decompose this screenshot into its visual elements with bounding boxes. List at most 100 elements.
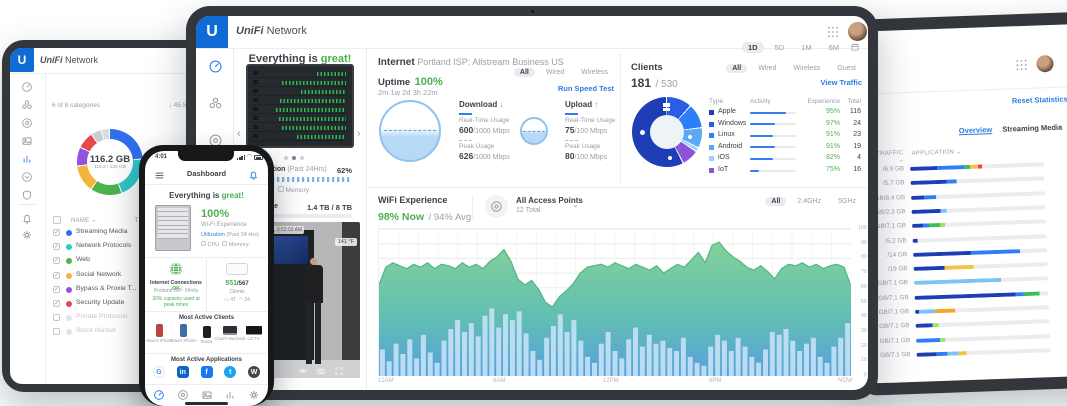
sidebar-item-flower-icon[interactable]	[21, 98, 33, 110]
app-bar-segment	[947, 351, 959, 356]
sidebar-item-gear-icon[interactable]	[21, 228, 33, 240]
col-traffic[interactable]: TRAFFIC ⌄	[876, 150, 904, 164]
nav-image-icon[interactable]	[201, 388, 213, 400]
sidebar-item-gauge-icon[interactable]	[21, 80, 33, 92]
access-point-icon	[485, 195, 508, 218]
avatar[interactable]	[1036, 54, 1054, 73]
notification-bell-icon[interactable]	[248, 168, 259, 180]
row-checkbox[interactable]: ✓	[53, 300, 60, 307]
select-all-checkbox[interactable]	[53, 216, 61, 224]
nav-gear-icon[interactable]	[248, 388, 260, 400]
sidebar-item-flower-icon[interactable]	[208, 96, 223, 111]
app-title-rest: Network	[65, 55, 99, 65]
internet-tab-all[interactable]: All	[513, 68, 535, 77]
camera-icon[interactable]	[316, 363, 326, 375]
clients-tab-all[interactable]: All	[726, 64, 748, 73]
sidebar-item-arrow-circle-icon[interactable]	[21, 170, 33, 182]
sidebar-item-target-icon[interactable]	[21, 116, 33, 128]
nav-gauge-icon[interactable]	[153, 388, 165, 400]
carousel-next-button[interactable]: ›	[357, 128, 361, 140]
internet-tab-wired[interactable]: Wired	[545, 69, 565, 76]
active-client-item[interactable]: Chad's iPhone	[169, 324, 197, 350]
col-name[interactable]: NAME	[70, 217, 90, 224]
wifi-tab-5ghz[interactable]: 5GHz	[838, 198, 856, 205]
time-tab-1d[interactable]: 1D	[741, 42, 764, 53]
nav-target-icon[interactable]	[177, 388, 189, 400]
carousel-dot[interactable]	[292, 156, 296, 160]
chevron-down-icon[interactable]: ⌄	[572, 200, 579, 209]
time-tab-6m[interactable]: 6M	[828, 43, 839, 52]
category-name: Social Network	[76, 270, 122, 278]
run-speed-test-link[interactable]: Run Speed Test	[557, 84, 614, 93]
activity-fill	[750, 157, 773, 160]
utilization-sparkline	[252, 177, 352, 182]
sidebar-item-gauge-icon[interactable]	[208, 59, 223, 74]
sidebar-item-shield-icon[interactable]	[21, 188, 33, 200]
sidebar-divider	[19, 204, 35, 205]
clients-tab-guest[interactable]: Guest	[837, 65, 856, 72]
tv-thumbnail	[245, 326, 262, 335]
clients-tab-wireless[interactable]: Wireless	[793, 65, 821, 72]
twitter-app-icon[interactable]: t	[224, 366, 237, 378]
active-client-item[interactable]: Chad's Macbook	[214, 324, 246, 350]
activity-fill	[750, 111, 786, 114]
app-grid-icon[interactable]	[826, 25, 840, 39]
tab-streaming-media[interactable]: Streaming Media	[1002, 122, 1063, 134]
clients-card-count[interactable]: 551/567	[225, 280, 249, 287]
sidebar-item-bars-icon[interactable]	[21, 152, 33, 164]
active-client-item[interactable]: Sonos	[196, 324, 217, 350]
app-bar-segment	[914, 292, 1016, 300]
time-tab-5d[interactable]: 5D	[774, 43, 785, 52]
hamburger-menu-icon[interactable]	[154, 168, 165, 179]
sidebar-item-image-icon[interactable]	[21, 134, 33, 146]
time-tab-1m[interactable]: 1M	[801, 43, 812, 52]
clients-tab-wired[interactable]: Wired	[758, 65, 777, 72]
client-label: Chad's iPhone	[169, 338, 197, 343]
client-label: LG TV	[247, 336, 260, 341]
server-rack-thumbnail	[155, 205, 191, 251]
row-checkbox[interactable]	[53, 328, 60, 336]
camera-controls[interactable]	[298, 363, 352, 375]
carousel-prev-button[interactable]: ‹	[237, 128, 241, 140]
row-checkbox[interactable]: ✓	[53, 229, 60, 236]
ios-dot	[709, 156, 714, 162]
facebook-app-icon[interactable]: f	[200, 366, 213, 378]
avatar[interactable]	[848, 22, 867, 41]
row-checkbox[interactable]	[53, 314, 60, 322]
calendar-icon[interactable]	[850, 42, 860, 54]
wordpress-app-icon[interactable]: W	[248, 366, 260, 378]
nav-bars-icon[interactable]	[224, 388, 236, 400]
tab-overview[interactable]: Overview	[958, 125, 993, 136]
reset-statistics-link[interactable]: Reset Statistics	[1011, 94, 1067, 106]
carousel-dots[interactable]	[284, 156, 316, 160]
category-dot	[66, 301, 72, 307]
sidebar-item-bell-icon[interactable]	[21, 212, 33, 224]
view-traffic-link[interactable]: View Traffic	[820, 78, 862, 87]
active-client-item[interactable]: LG TV	[243, 324, 264, 350]
internet-tab-wireless[interactable]: Wireless	[581, 69, 608, 76]
linkedin-app-icon[interactable]: in	[176, 366, 189, 378]
wifi-tab-24ghz[interactable]: 2.4GHz	[797, 198, 822, 205]
row-checkbox[interactable]: ✓	[53, 271, 60, 279]
row-checkbox[interactable]: ✓	[53, 257, 60, 265]
internet-card-title[interactable]: Internet Connections OK	[150, 280, 202, 292]
col-application[interactable]: APPLICATION ⌄	[911, 149, 962, 157]
battery-icon	[254, 155, 263, 160]
wifi-tab-all[interactable]: All	[765, 197, 787, 206]
carousel-dot[interactable]	[284, 156, 288, 160]
row-checkbox[interactable]: ✓	[53, 243, 60, 251]
category-name: Security Update	[76, 299, 125, 306]
google-app-icon[interactable]: G	[153, 366, 165, 378]
ap-selector-label[interactable]: All Access Points	[516, 196, 583, 205]
active-client-item[interactable]: Sean's iPhone	[146, 324, 173, 350]
expand-icon[interactable]	[334, 363, 344, 375]
person-body	[304, 265, 323, 303]
app-grid-icon[interactable]	[1014, 58, 1028, 72]
camera-cables	[274, 236, 308, 264]
app-bar-segment	[914, 278, 1002, 286]
status-headline: Everything is great!	[248, 53, 352, 65]
row-checkbox[interactable]: ✓	[53, 285, 60, 293]
home-indicator[interactable]	[185, 402, 228, 405]
carousel-dot[interactable]	[300, 156, 304, 160]
eye-icon[interactable]	[298, 363, 308, 373]
